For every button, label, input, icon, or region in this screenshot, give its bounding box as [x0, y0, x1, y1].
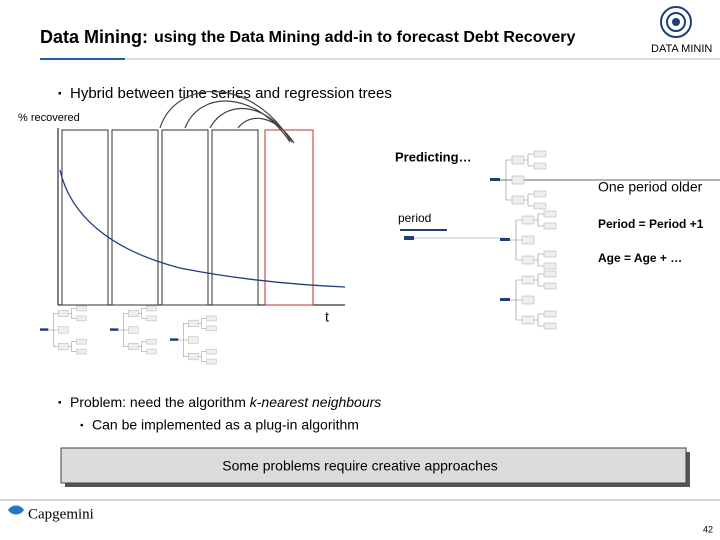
tree	[40, 305, 87, 355]
callout-box	[60, 447, 687, 484]
bullet: Problem: need the algorithm k-nearest ne…	[70, 394, 381, 410]
sub-bullet: Can be implemented as a plug-in algorith…	[92, 417, 359, 433]
tree	[500, 210, 557, 270]
logo: DATA MININ	[651, 6, 712, 55]
decay-curve	[59, 169, 346, 288]
age-rule: Age = Age + …	[598, 251, 682, 265]
brand-mark	[8, 505, 24, 515]
node	[404, 236, 414, 240]
window	[111, 129, 159, 306]
sub-bullet-mark: •	[80, 421, 84, 432]
prediction-diagram: Predicting… One period older period Peri…	[395, 149, 720, 330]
brand: Capgemini	[28, 506, 94, 522]
tree	[110, 305, 157, 355]
window-predicted	[264, 129, 314, 306]
shift-arrows	[159, 91, 295, 144]
period-label: period	[398, 211, 431, 225]
page-number: 42	[703, 524, 713, 534]
period-rule: Period = Period +1	[598, 217, 704, 231]
title: Data Mining: using the Data Mining add-in…	[40, 27, 575, 47]
older-label: One period older	[598, 179, 703, 195]
time-series-diagram: % recovered t	[18, 91, 346, 365]
predicting: Predicting…	[395, 149, 472, 164]
tree	[500, 270, 557, 330]
window	[211, 129, 259, 306]
window	[61, 129, 109, 306]
bullet-mark: ▪	[58, 398, 62, 409]
y-label: % recovered	[18, 112, 80, 124]
x-label: t	[325, 309, 329, 325]
callout-text: Some problems require creative approache…	[222, 458, 497, 474]
window	[161, 129, 209, 306]
tree	[170, 315, 217, 365]
bullet-mark: ▪	[58, 89, 62, 100]
logo-text: DATA MININ	[651, 43, 712, 55]
